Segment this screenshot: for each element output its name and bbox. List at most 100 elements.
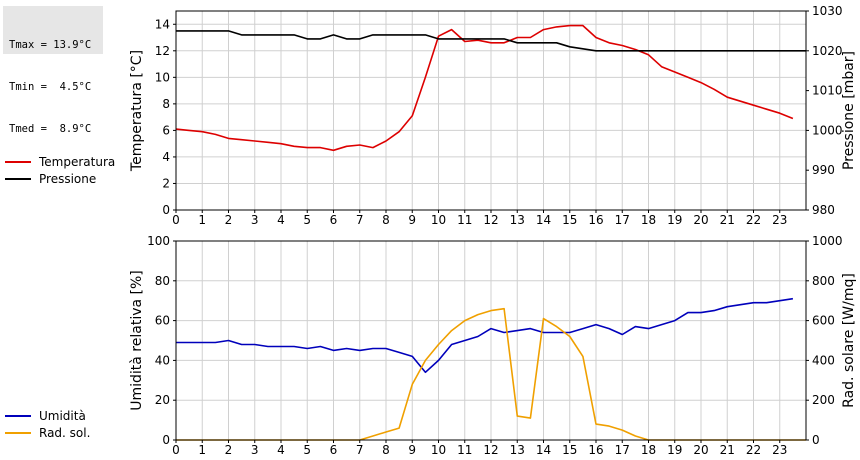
legend-item-radsol: Rad. sol. xyxy=(5,424,90,441)
bottom-y-right-tick-label-1000: 1000 xyxy=(812,234,843,248)
legend-swatch-umidita xyxy=(5,414,31,417)
bottom-x-tick-label-16: 16 xyxy=(588,443,603,457)
tmin-label: Tmin = 4.5°C xyxy=(9,81,92,93)
top-y-left-axis-title: Temperatura [°C] xyxy=(129,50,145,172)
bottom-x-tick-label-7: 7 xyxy=(356,443,364,457)
top-y-left-tick-label-14: 14 xyxy=(155,17,170,31)
top-x-tick-label-21: 21 xyxy=(720,213,735,227)
top-x-tick-label-0: 0 xyxy=(172,213,180,227)
bottom-y-right-axis-title: Rad. solare [W/mq] xyxy=(841,273,857,408)
bottom-y-right-tick-label-0: 0 xyxy=(812,433,820,447)
legend-swatch-pressione xyxy=(5,177,31,180)
top-x-tick-label-23: 23 xyxy=(772,213,787,227)
bottom-x-tick-label-19: 19 xyxy=(667,443,682,457)
tmed-label: Tmed = 8.9°C xyxy=(9,123,92,135)
top-x-tick-label-1: 1 xyxy=(198,213,206,227)
bottom-x-tick-label-2: 2 xyxy=(225,443,233,457)
bottom-x-tick-label-13: 13 xyxy=(510,443,525,457)
top-x-tick-label-19: 19 xyxy=(667,213,682,227)
bottom-x-tick-label-20: 20 xyxy=(693,443,708,457)
bottom-x-tick-label-21: 21 xyxy=(720,443,735,457)
bottom-y-right-tick-label-800: 800 xyxy=(812,274,835,288)
top-y-right-tick-label-1000: 1000 xyxy=(812,123,843,137)
top-x-tick-label-20: 20 xyxy=(693,213,708,227)
bottom-y-left-tick-label-0: 0 xyxy=(162,433,170,447)
legend-label-temperatura: Temperatura xyxy=(39,154,116,169)
bottom-series-rad-sol-line xyxy=(176,307,806,441)
bottom-y-left-tick-label-40: 40 xyxy=(155,353,170,367)
bottom-x-tick-label-0: 0 xyxy=(172,443,180,457)
legend-label-radsol: Rad. sol. xyxy=(39,425,91,440)
bottom-x-tick-label-6: 6 xyxy=(330,443,338,457)
top-x-tick-label-2: 2 xyxy=(225,213,233,227)
bottom-y-left-tick-label-60: 60 xyxy=(155,314,170,328)
bottom-x-tick-label-14: 14 xyxy=(536,443,551,457)
bottom-series-umidit-line xyxy=(176,297,794,374)
top-x-tick-label-6: 6 xyxy=(330,213,338,227)
bottom-y-right-tick-label-600: 600 xyxy=(812,314,835,328)
legend-label-umidita: Umidità xyxy=(39,408,86,423)
bottom-x-tick-label-22: 22 xyxy=(746,443,761,457)
top-y-right-axis-title: Pressione [mbar] xyxy=(841,51,857,170)
top-x-tick-label-18: 18 xyxy=(641,213,656,227)
top-y-left-tick-label-2: 2 xyxy=(162,176,170,190)
top-x-tick-label-22: 22 xyxy=(746,213,761,227)
legend-label-pressione: Pressione xyxy=(39,171,97,186)
top-x-tick-label-4: 4 xyxy=(277,213,285,227)
top-x-tick-label-10: 10 xyxy=(431,213,446,227)
stats-box: Tmax = 13.9°C Tmin = 4.5°C Tmed = 8.9°C xyxy=(3,6,103,135)
top-x-tick-label-11: 11 xyxy=(457,213,472,227)
bottom-x-tick-label-1: 1 xyxy=(198,443,206,457)
top-y-right-tick-label-980: 980 xyxy=(812,203,835,217)
legend-bottom: Umidità Rad. sol. xyxy=(5,407,90,441)
bottom-x-tick-label-5: 5 xyxy=(303,443,311,457)
legend-top: Temperatura Pressione xyxy=(5,153,115,187)
bottom-x-tick-label-15: 15 xyxy=(562,443,577,457)
bottom-y-left-tick-label-80: 80 xyxy=(155,274,170,288)
bottom-x-tick-label-4: 4 xyxy=(277,443,285,457)
bottom-x-tick-label-18: 18 xyxy=(641,443,656,457)
top-series-pressione-line xyxy=(176,30,806,52)
bottom-x-tick-label-17: 17 xyxy=(615,443,630,457)
top-x-tick-label-5: 5 xyxy=(303,213,311,227)
bottom-y-left-tick-label-20: 20 xyxy=(155,393,170,407)
bottom-x-tick-label-3: 3 xyxy=(251,443,259,457)
top-x-tick-label-7: 7 xyxy=(356,213,364,227)
top-y-left-tick-label-12: 12 xyxy=(155,44,170,58)
legend-item-pressione: Pressione xyxy=(5,170,115,187)
top-y-right-tick-label-1030: 1030 xyxy=(812,4,843,18)
bottom-x-tick-label-10: 10 xyxy=(431,443,446,457)
bottom-y-right-tick-label-400: 400 xyxy=(812,353,835,367)
tmax-label: Tmax = 13.9°C xyxy=(9,39,92,51)
bottom-x-tick-label-9: 9 xyxy=(408,443,416,457)
top-x-tick-label-13: 13 xyxy=(510,213,525,227)
top-x-tick-label-16: 16 xyxy=(588,213,603,227)
top-y-right-tick-label-1010: 1010 xyxy=(812,84,843,98)
top-y-left-tick-label-4: 4 xyxy=(162,150,170,164)
top-y-right-tick-label-1020: 1020 xyxy=(812,44,843,58)
bottom-y-left-tick-label-100: 100 xyxy=(147,234,170,248)
top-y-left-tick-label-10: 10 xyxy=(155,70,170,84)
bottom-x-tick-label-12: 12 xyxy=(483,443,498,457)
top-y-left-tick-label-8: 8 xyxy=(162,97,170,111)
legend-swatch-temperatura xyxy=(5,160,31,163)
bottom-x-tick-label-8: 8 xyxy=(382,443,390,457)
top-x-tick-label-8: 8 xyxy=(382,213,390,227)
top-x-tick-label-14: 14 xyxy=(536,213,551,227)
top-x-tick-label-17: 17 xyxy=(615,213,630,227)
legend-item-umidita: Umidità xyxy=(5,407,90,424)
legend-swatch-radsol xyxy=(5,431,31,434)
top-y-right-tick-label-990: 990 xyxy=(812,163,835,177)
bottom-y-right-tick-label-200: 200 xyxy=(812,393,835,407)
top-y-left-tick-label-0: 0 xyxy=(162,203,170,217)
top-x-tick-label-3: 3 xyxy=(251,213,259,227)
top-series-temperatura-line xyxy=(175,24,794,152)
top-x-tick-label-12: 12 xyxy=(483,213,498,227)
legend-item-temperatura: Temperatura xyxy=(5,153,115,170)
bottom-x-tick-label-11: 11 xyxy=(457,443,472,457)
bottom-x-tick-label-23: 23 xyxy=(772,443,787,457)
top-y-left-tick-label-6: 6 xyxy=(162,123,170,137)
top-x-tick-label-9: 9 xyxy=(408,213,416,227)
bottom-y-left-axis-title: Umidità relativa [%] xyxy=(129,270,145,411)
